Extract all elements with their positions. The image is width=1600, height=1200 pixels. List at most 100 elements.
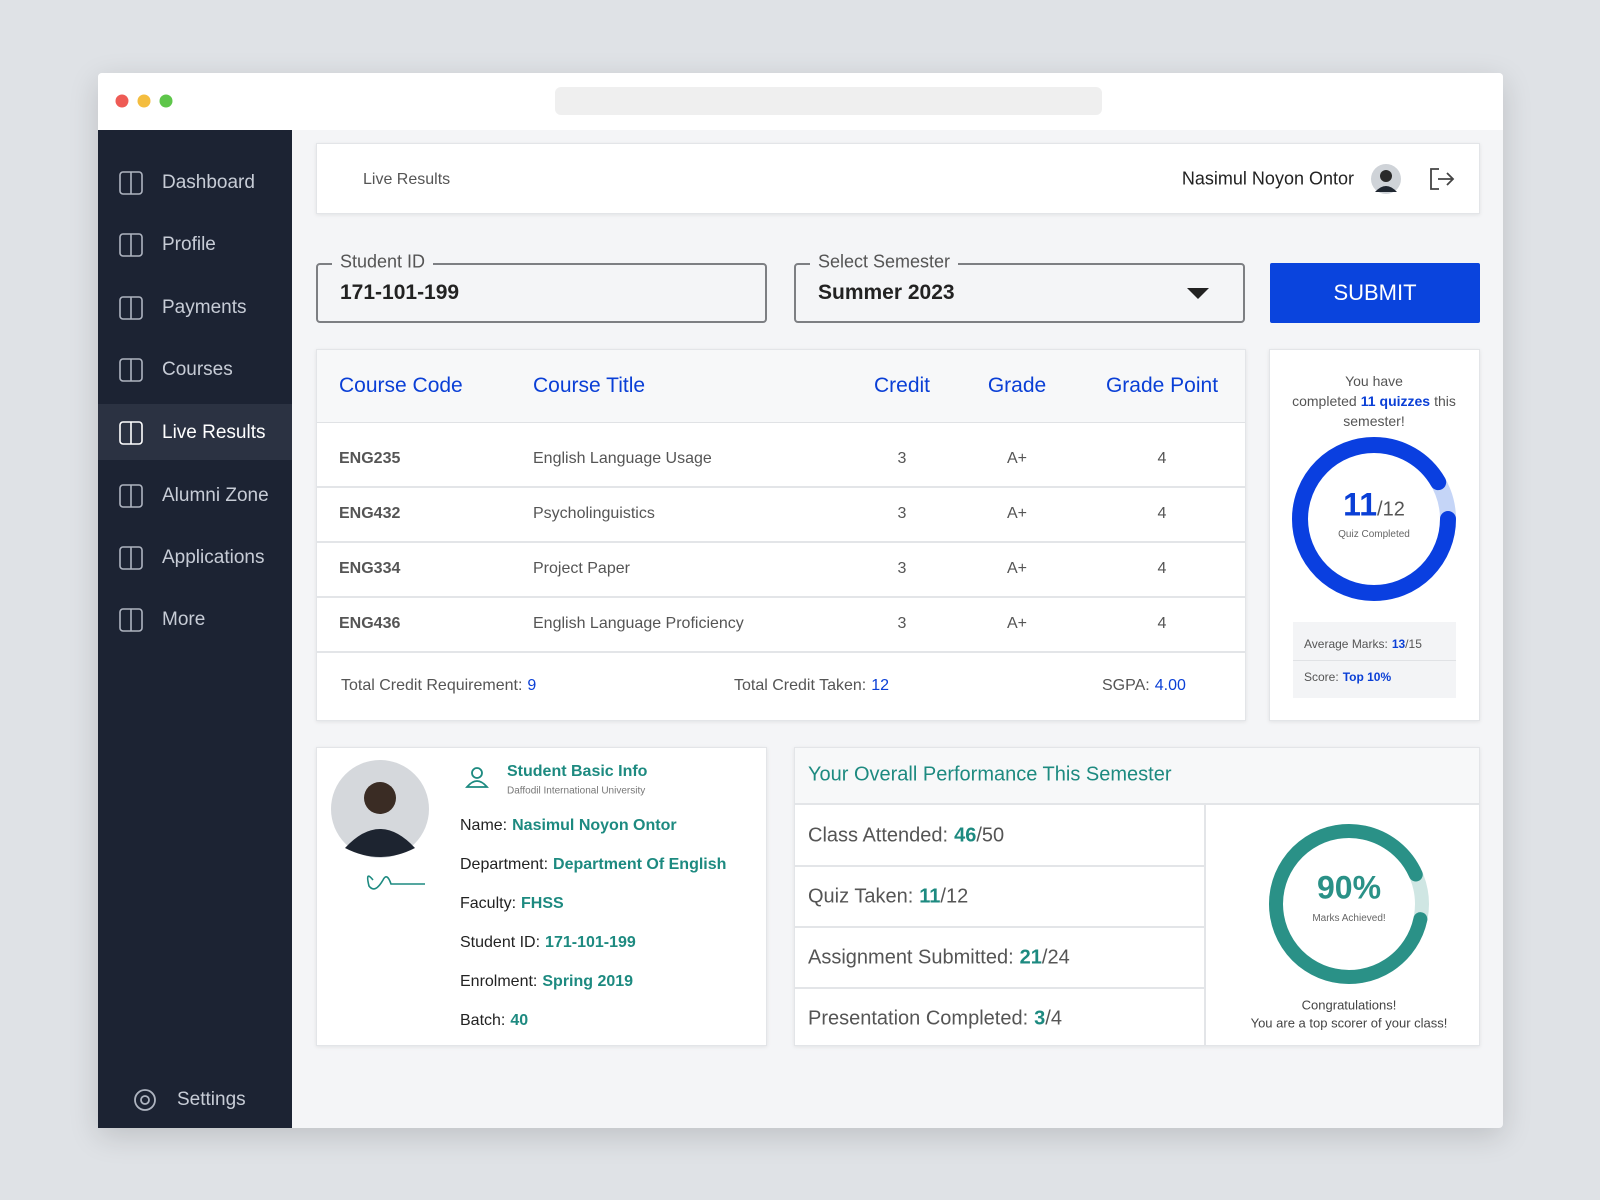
input-value: Summer 2023 bbox=[818, 281, 955, 304]
stat-label: Score: bbox=[1304, 670, 1339, 684]
performance-item: Quiz Taken: 11/12 bbox=[808, 886, 968, 909]
field-value: 40 bbox=[510, 1012, 529, 1029]
quiz-message: You have completed 11 quizzes this semester… bbox=[1284, 371, 1464, 431]
value-total: 4 bbox=[1050, 1007, 1062, 1030]
table-cell: A+ bbox=[1006, 505, 1028, 522]
info-field: Department: Department Of English bbox=[460, 856, 726, 874]
performance-item: Assignment Submitted: 21/24 bbox=[808, 947, 1070, 970]
course-code: ENG235 bbox=[339, 450, 401, 467]
column-divider bbox=[1204, 805, 1206, 1045]
value-total: 50 bbox=[981, 824, 1005, 847]
sidebar-item[interactable]: Dashboard bbox=[162, 172, 255, 193]
item-label: Class Attended: bbox=[808, 824, 949, 847]
row-divider bbox=[317, 651, 1245, 653]
sidebar-icon bbox=[119, 233, 143, 257]
congrats-text: You are a top scorer of your class! bbox=[1250, 1015, 1448, 1031]
sidebar-item[interactable]: Live Results bbox=[162, 422, 266, 443]
row-divider bbox=[795, 926, 1204, 928]
card-title: Student Basic Info bbox=[507, 763, 648, 780]
input-label: Select Semester bbox=[810, 251, 959, 273]
separator: / bbox=[976, 824, 982, 847]
value-total: 24 bbox=[1047, 946, 1070, 969]
row-divider bbox=[317, 486, 1245, 488]
field-label: Faculty: bbox=[460, 895, 517, 912]
dropdown-caret bbox=[1187, 288, 1209, 299]
field-value: Spring 2019 bbox=[542, 973, 634, 990]
field-label: Department: bbox=[460, 856, 549, 873]
table-cell: 4 bbox=[1157, 615, 1167, 632]
input-field[interactable] bbox=[316, 263, 767, 323]
column-header: Grade Point bbox=[1105, 374, 1219, 397]
column-header: Course Title bbox=[533, 374, 646, 397]
total-value: 9 bbox=[527, 677, 537, 694]
ring-caption: Marks Achieved! bbox=[1312, 913, 1386, 924]
input-value: 171-101-199 bbox=[340, 281, 460, 304]
user-avatar bbox=[1371, 164, 1401, 194]
icon-shape bbox=[471, 767, 483, 779]
sidebar-item[interactable]: Settings bbox=[177, 1089, 246, 1110]
stat-label: Average Marks: bbox=[1304, 637, 1388, 651]
sidebar-item[interactable]: Courses bbox=[162, 359, 233, 380]
table-cell: 4 bbox=[1157, 560, 1167, 577]
separator: / bbox=[1377, 498, 1383, 521]
sidebar-icon bbox=[119, 296, 143, 320]
row-divider bbox=[317, 596, 1245, 598]
field-value: Nasimul Noyon Ontor bbox=[512, 817, 677, 834]
info-field: Student ID: 171-101-199 bbox=[460, 934, 636, 952]
ring-progress bbox=[1269, 824, 1429, 984]
minimize-dot[interactable] bbox=[137, 94, 151, 108]
item-label: Quiz Taken: bbox=[808, 885, 914, 908]
submit-label: SUBMIT bbox=[1333, 280, 1417, 305]
sidebar-item[interactable]: Profile bbox=[162, 234, 216, 255]
maximize-dot[interactable] bbox=[159, 94, 173, 108]
icon-shape bbox=[1430, 168, 1455, 190]
ring-caption: Quiz Completed bbox=[1338, 529, 1410, 540]
results-header bbox=[317, 350, 1245, 423]
field-label: Batch: bbox=[460, 1012, 506, 1029]
input-field[interactable] bbox=[794, 263, 1245, 323]
sidebar-item[interactable]: More bbox=[162, 609, 206, 630]
info-field: Enrolment: Spring 2019 bbox=[460, 973, 633, 991]
table-cell: 3 bbox=[897, 450, 907, 467]
sidebar-icon bbox=[119, 358, 143, 382]
stat-value: 13/15 bbox=[1392, 637, 1422, 651]
row-divider bbox=[795, 987, 1204, 989]
table-cell: 3 bbox=[897, 560, 907, 577]
table-cell: 3 bbox=[897, 505, 907, 522]
table-cell: English Language Usage bbox=[533, 450, 712, 467]
sidebar-item[interactable]: Alumni Zone bbox=[162, 485, 269, 506]
column-header: Course Code bbox=[339, 374, 463, 397]
column-header: Credit bbox=[873, 374, 931, 397]
separator: / bbox=[1405, 637, 1409, 651]
performance-item: Class Attended: 46/50 bbox=[808, 825, 1004, 848]
total-value: 4.00 bbox=[1154, 677, 1186, 694]
sidebar-icon bbox=[119, 484, 143, 508]
item-value: 46/50 bbox=[954, 825, 1004, 847]
course-code: ENG334 bbox=[339, 560, 401, 577]
close-dot[interactable] bbox=[115, 94, 129, 108]
table-cell: 4 bbox=[1157, 450, 1167, 467]
item-value: 11/12 bbox=[919, 886, 968, 908]
sidebar-item[interactable]: Payments bbox=[162, 297, 247, 318]
total-label: Total Credit Requirement: bbox=[341, 677, 523, 694]
item-label: Presentation Completed: bbox=[808, 1007, 1029, 1030]
address-bar[interactable] bbox=[555, 87, 1102, 115]
value-done: 13 bbox=[1391, 637, 1406, 651]
total-label: Total Credit Taken: bbox=[734, 677, 867, 694]
submit-button[interactable] bbox=[1270, 263, 1480, 323]
course-code: ENG436 bbox=[339, 615, 401, 632]
sidebar-item[interactable]: Applications bbox=[162, 547, 265, 568]
settings-icon bbox=[134, 1089, 156, 1111]
field-label: Student ID: bbox=[460, 934, 541, 951]
info-field: Batch: 40 bbox=[460, 1012, 528, 1030]
card-title: Your Overall Performance This Semester bbox=[808, 763, 1172, 786]
sidebar-icon bbox=[119, 608, 143, 632]
table-cell: Psycholinguistics bbox=[533, 505, 655, 522]
separator: / bbox=[1045, 1007, 1051, 1030]
field-value: FHSS bbox=[521, 895, 564, 912]
sidebar-icon bbox=[119, 546, 143, 570]
